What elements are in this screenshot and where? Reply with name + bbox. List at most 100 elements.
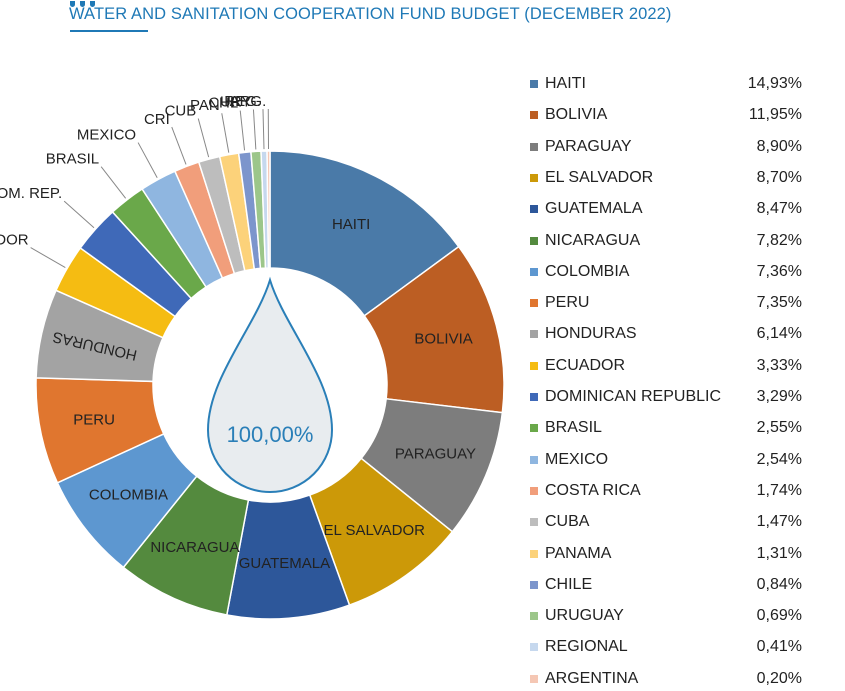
legend-swatch [530,393,538,401]
leader-line-mexico [138,143,157,178]
legend-swatch [530,487,538,495]
slice-label-dominican-republic: DOM. REP. [0,185,62,202]
legend-swatch [530,456,538,464]
legend-value: 6,14% [712,325,830,343]
legend-value: 0,69% [712,607,830,625]
legend-label: COSTA RICA [545,482,712,500]
legend-swatch [530,299,538,307]
legend-value: 1,47% [712,513,830,531]
legend-value: 14,93% [712,75,830,93]
legend-value: 0,41% [712,638,830,656]
legend-label: CHILE [545,576,712,594]
legend-swatch [530,111,538,119]
legend-label: ECUADOR [545,357,712,375]
legend-label: NICARAGUA [545,232,712,250]
legend-label: HONDURAS [545,325,712,343]
legend-value: 3,33% [712,357,830,375]
legend-label: BOLIVIA [545,106,712,124]
leader-line-ecuador [31,248,66,268]
legend-label: HAITI [545,75,712,93]
legend-value: 11,95% [712,106,830,124]
slice-label-brasil: BRASIL [46,151,99,168]
leader-line-costa-rica [172,127,186,164]
legend-value: 2,54% [712,451,830,469]
legend-label: BRASIL [545,419,712,437]
leader-line-cuba [198,118,208,157]
legend-swatch [530,581,538,589]
legend-value: 8,70% [712,169,830,187]
legend-value: 0,20% [712,670,830,688]
legend-value: 8,47% [712,200,830,218]
legend-swatch [530,550,538,558]
legend-label: PANAMA [545,545,712,563]
slice-label-ecuador: ECUADOR [0,232,29,249]
legend-value: 0,84% [712,576,830,594]
legend-swatch [530,174,538,182]
legend-swatch [530,362,538,370]
slice-label-paraguay: PARAGUAY [395,446,476,463]
legend-swatch [530,143,538,151]
legend-label: PERU [545,294,712,312]
slice-label-guatemala: GUATEMALA [239,555,330,572]
legend-label: URUGUAY [545,607,712,625]
slice-label-mexico: MEXICO [77,127,136,144]
legend-label: REGIONAL [545,638,712,656]
legend-swatch [530,80,538,88]
legend-value: 1,74% [712,482,830,500]
legend-value: 7,35% [712,294,830,312]
legend-value: 1,31% [712,545,830,563]
leader-line-regional [263,109,264,149]
leader-line-panama [222,113,229,152]
slice-label-nicaragua: NICARAGUA [150,539,239,556]
legend-label: GUATEMALA [545,200,712,218]
legend-label: DOMINICAN REPUBLIC [545,388,721,406]
slice-label-bolivia: BOLIVIA [414,330,472,347]
legend-swatch [530,237,538,245]
legend-swatch [530,612,538,620]
legend-swatch [530,518,538,526]
legend-swatch [530,643,538,651]
legend-swatch [530,268,538,276]
slice-label-el-salvador: EL SALVADOR [324,522,426,539]
leader-line-brasil [101,167,125,199]
legend-label: PARAGUAY [545,138,712,156]
legend-swatch [530,675,538,683]
legend-value: 2,55% [712,419,830,437]
legend-value: 7,82% [712,232,830,250]
leader-line-chile [240,111,244,151]
legend-label: MEXICO [545,451,712,469]
center-total-label: 100,00% [227,422,314,447]
leader-line-uruguay [253,109,255,149]
legend-label: ARGENTINA [545,670,712,688]
slice-label-colombia: COLOMBIA [89,486,168,503]
legend-value: 7,36% [712,263,830,281]
legend-swatch [530,330,538,338]
slice-label-peru: PERU [73,412,115,429]
legend-label: CUBA [545,513,712,531]
slice-label-argentina: ARG. [230,93,267,110]
donut-chart: HAITI BOLIVIA PARAGUAY EL SALVADOR GUATEMALA… [0,0,520,684]
legend-swatch [530,205,538,213]
legend-value: 8,90% [712,138,830,156]
leader-line-dominican-republic [64,201,94,228]
legend-label: COLOMBIA [545,263,712,281]
slice-label-haiti: HAITI [332,216,370,233]
